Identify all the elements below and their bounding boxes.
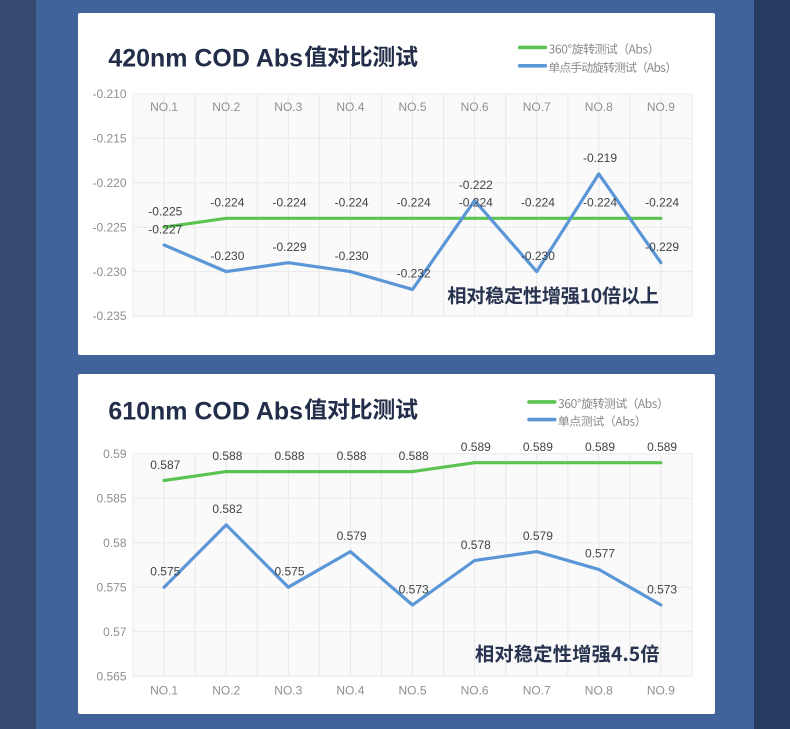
svg-text:NO.2: NO.2 [212, 100, 240, 114]
svg-text:NO.3: NO.3 [274, 100, 302, 114]
svg-text:NO.4: NO.4 [336, 684, 364, 698]
svg-text:-0.235: -0.235 [92, 309, 126, 323]
svg-text:NO.8: NO.8 [585, 684, 613, 698]
svg-text:-0.215: -0.215 [92, 132, 126, 146]
svg-text:NO.7: NO.7 [523, 100, 551, 114]
svg-text:0.573: 0.573 [399, 582, 429, 596]
svg-text:NO.9: NO.9 [647, 100, 675, 114]
svg-text:-0.230: -0.230 [521, 249, 555, 263]
svg-text:0.575: 0.575 [96, 580, 126, 594]
svg-text:NO.6: NO.6 [461, 100, 489, 114]
svg-text:-0.224: -0.224 [397, 196, 431, 210]
svg-text:0.588: 0.588 [337, 449, 367, 463]
svg-text:0.588: 0.588 [274, 449, 304, 463]
svg-text:0.579: 0.579 [337, 529, 367, 543]
svg-text:0.59: 0.59 [103, 447, 127, 461]
svg-text:-0.230: -0.230 [92, 265, 126, 279]
svg-text:-0.225: -0.225 [92, 220, 126, 234]
svg-text:-0.224: -0.224 [645, 196, 679, 210]
svg-text:-0.225: -0.225 [148, 205, 182, 219]
svg-text:610nm COD Abs: 610nm COD Abs [108, 397, 303, 425]
svg-text:NO.8: NO.8 [585, 100, 613, 114]
svg-text:NO.7: NO.7 [523, 684, 551, 698]
svg-text:0.587: 0.587 [150, 458, 180, 472]
svg-text:-0.210: -0.210 [92, 87, 126, 101]
svg-text:-0.229: -0.229 [272, 240, 306, 254]
svg-text:420nm COD Abs: 420nm COD Abs [108, 45, 303, 73]
svg-text:NO.2: NO.2 [212, 684, 240, 698]
svg-text:0.573: 0.573 [647, 582, 677, 596]
svg-text:-0.220: -0.220 [92, 176, 126, 190]
svg-text:NO.6: NO.6 [461, 684, 489, 698]
svg-text:NO.4: NO.4 [336, 100, 364, 114]
svg-text:0.578: 0.578 [461, 538, 491, 552]
svg-text:0.565: 0.565 [96, 669, 126, 683]
svg-text:0.579: 0.579 [523, 529, 553, 543]
svg-text:-0.219: -0.219 [583, 151, 617, 165]
svg-text:0.57: 0.57 [103, 625, 127, 639]
svg-text:-0.232: -0.232 [397, 267, 431, 281]
svg-text:0.589: 0.589 [647, 440, 677, 454]
svg-text:-0.224: -0.224 [459, 196, 493, 210]
svg-text:-0.227: -0.227 [148, 222, 182, 236]
svg-text:0.588: 0.588 [399, 449, 429, 463]
svg-text:-0.224: -0.224 [272, 196, 306, 210]
svg-text:NO.1: NO.1 [150, 100, 178, 114]
svg-text:0.575: 0.575 [274, 565, 304, 579]
svg-text:-0.224: -0.224 [583, 196, 617, 210]
svg-text:-0.222: -0.222 [459, 178, 493, 192]
svg-text:0.577: 0.577 [585, 547, 615, 561]
svg-text:-0.224: -0.224 [210, 196, 244, 210]
svg-text:-0.230: -0.230 [335, 249, 369, 263]
svg-text:0.589: 0.589 [523, 440, 553, 454]
svg-text:0.58: 0.58 [103, 536, 127, 550]
svg-text:-0.229: -0.229 [645, 240, 679, 254]
svg-text:NO.5: NO.5 [398, 684, 426, 698]
svg-text:NO.3: NO.3 [274, 684, 302, 698]
svg-text:0.575: 0.575 [150, 565, 180, 579]
svg-text:0.585: 0.585 [96, 492, 126, 506]
svg-text:NO.5: NO.5 [398, 100, 426, 114]
svg-text:0.582: 0.582 [212, 502, 242, 516]
svg-text:0.588: 0.588 [212, 449, 242, 463]
svg-text:0.589: 0.589 [585, 440, 615, 454]
svg-text:0.589: 0.589 [461, 440, 491, 454]
svg-text:NO.9: NO.9 [647, 684, 675, 698]
svg-text:NO.1: NO.1 [150, 684, 178, 698]
svg-text:-0.230: -0.230 [210, 249, 244, 263]
svg-text:-0.224: -0.224 [335, 196, 369, 210]
svg-text:-0.224: -0.224 [521, 196, 555, 210]
